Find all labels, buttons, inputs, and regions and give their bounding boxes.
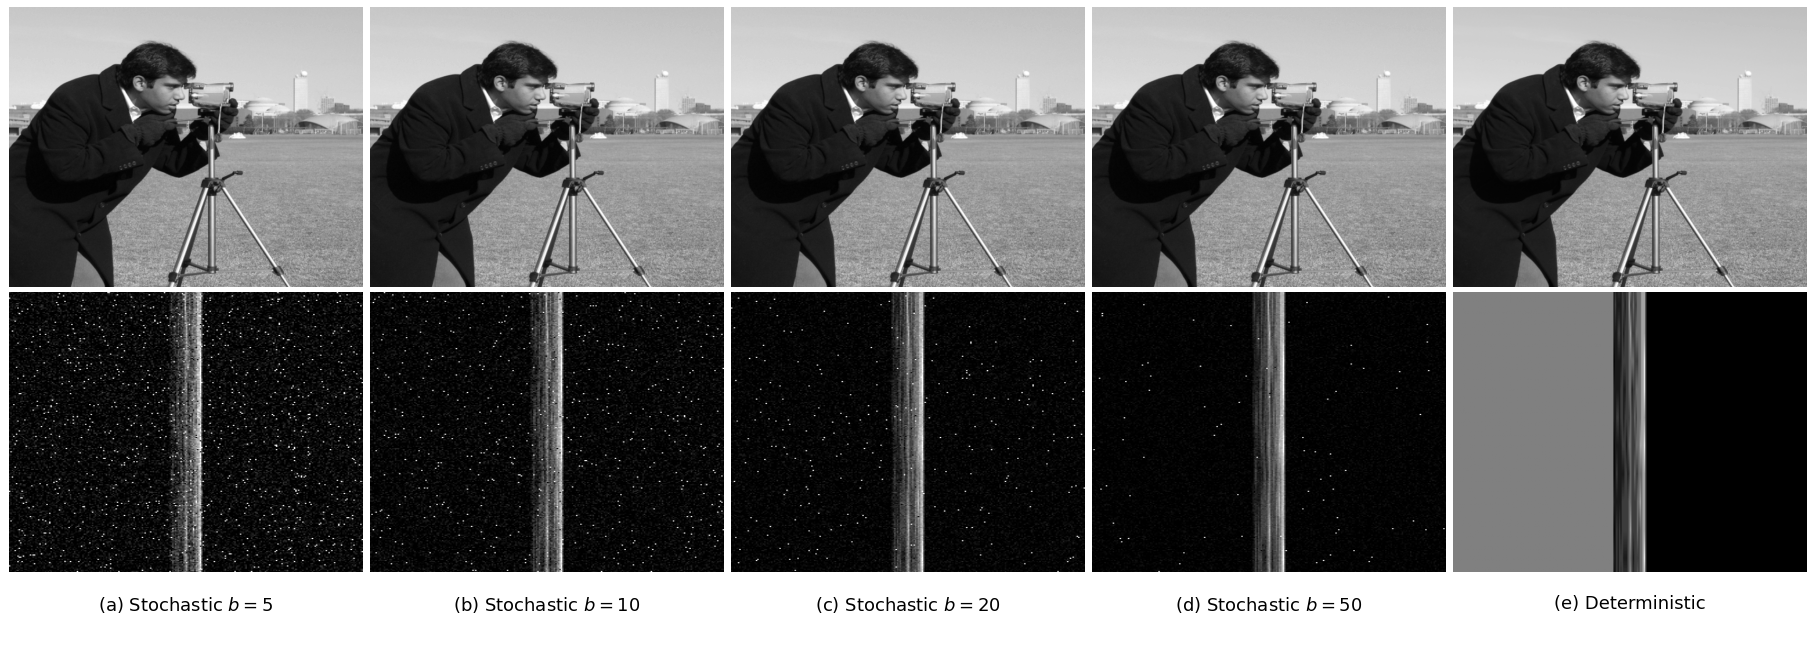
Text: (c) Stochastic $b = 20$: (c) Stochastic $b = 20$ xyxy=(815,595,1001,615)
Text: (d) Stochastic $b = 50$: (d) Stochastic $b = 50$ xyxy=(1175,595,1362,615)
Text: (e) Deterministic: (e) Deterministic xyxy=(1554,595,1705,613)
Text: (a) Stochastic $b = 5$: (a) Stochastic $b = 5$ xyxy=(98,595,274,615)
Text: (b) Stochastic $b = 10$: (b) Stochastic $b = 10$ xyxy=(454,595,641,615)
